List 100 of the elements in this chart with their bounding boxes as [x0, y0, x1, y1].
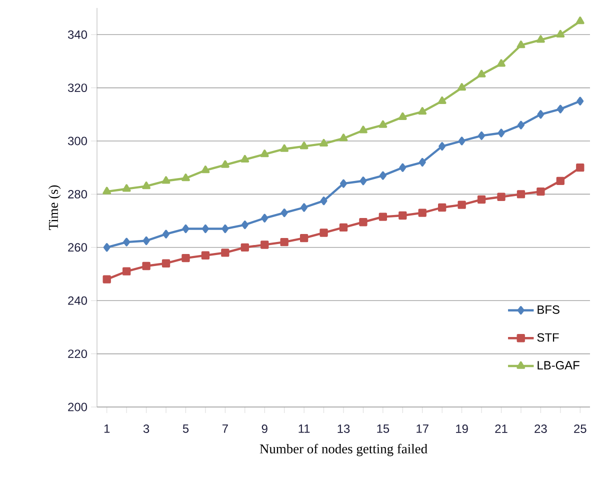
point — [438, 142, 446, 151]
legend-label: LB-GAF — [538, 361, 580, 370]
point — [458, 83, 466, 91]
x-tick-label: 5 — [182, 424, 189, 433]
y-tick-label: 340 — [68, 30, 88, 39]
point — [438, 203, 446, 212]
point — [103, 243, 110, 252]
point — [339, 223, 348, 232]
point — [123, 238, 130, 246]
point — [359, 126, 368, 134]
point — [320, 138, 328, 147]
y-axis-title: Time (s) — [48, 185, 61, 230]
y-tick-label: 240 — [68, 296, 88, 305]
point — [516, 190, 526, 198]
legend-label: BFS — [538, 305, 560, 314]
point — [576, 164, 584, 172]
point — [222, 224, 229, 234]
point — [260, 240, 269, 249]
x-tick-label: 23 — [534, 424, 547, 433]
point — [182, 224, 190, 234]
x-tick-label: 11 — [298, 424, 310, 433]
point — [576, 16, 584, 24]
point — [360, 176, 367, 186]
point — [162, 259, 170, 268]
x-tick-label: 19 — [456, 424, 468, 433]
point — [220, 160, 230, 168]
point — [280, 238, 288, 246]
point — [182, 254, 190, 262]
y-tick-label: 200 — [68, 402, 88, 412]
point — [556, 30, 565, 38]
point — [516, 40, 526, 48]
point — [280, 144, 289, 152]
point — [182, 174, 190, 182]
point — [418, 158, 426, 167]
y-tick-label: 320 — [68, 84, 88, 92]
point — [498, 128, 505, 138]
point — [497, 59, 506, 67]
x-tick-label: 1 — [104, 424, 110, 433]
point — [202, 224, 209, 234]
point — [162, 176, 170, 184]
point — [300, 203, 308, 212]
point — [340, 179, 347, 188]
point — [458, 136, 466, 146]
point — [320, 196, 328, 206]
x-axis-title: Number of nodes getting failed — [260, 444, 428, 456]
point — [102, 186, 112, 194]
point — [241, 220, 248, 230]
x-tick-label: 17 — [416, 424, 428, 433]
point — [122, 267, 131, 276]
point — [221, 248, 230, 257]
point — [438, 96, 446, 104]
x-tick-label: 13 — [338, 424, 350, 433]
point — [497, 192, 506, 201]
point — [378, 120, 388, 128]
point — [102, 275, 111, 284]
point — [458, 200, 466, 209]
legend-label: STF — [537, 333, 559, 342]
point — [418, 208, 426, 217]
point — [201, 166, 210, 174]
point — [339, 134, 348, 142]
point — [536, 35, 545, 43]
point — [478, 131, 486, 140]
point — [142, 182, 150, 190]
point — [142, 236, 150, 246]
x-tick-label: 7 — [222, 424, 228, 433]
point — [518, 120, 524, 130]
point — [536, 187, 545, 196]
point — [122, 184, 131, 192]
point — [477, 195, 486, 204]
point — [142, 262, 150, 270]
y-tick-label: 260 — [68, 243, 88, 252]
point — [379, 171, 386, 180]
point — [359, 218, 368, 226]
point — [261, 214, 268, 222]
point — [300, 142, 308, 150]
point — [556, 104, 564, 114]
point — [477, 70, 486, 78]
y-tick-label: 280 — [68, 190, 88, 198]
point — [300, 234, 308, 242]
point — [240, 154, 250, 163]
point — [240, 243, 249, 252]
y-tick-label: 220 — [68, 350, 88, 358]
point — [576, 96, 584, 106]
point — [418, 107, 427, 115]
x-tick-label: 25 — [574, 424, 586, 433]
point — [280, 208, 288, 218]
x-tick-label: 3 — [143, 424, 150, 433]
point — [320, 228, 328, 237]
point — [398, 112, 407, 120]
y-tick-label: 300 — [68, 136, 88, 146]
point — [537, 110, 544, 119]
point — [378, 212, 388, 221]
point — [201, 251, 210, 260]
x-tick-label: 9 — [262, 424, 268, 433]
point — [556, 176, 565, 185]
point — [398, 211, 407, 220]
x-tick-label: 21 — [495, 424, 508, 433]
point — [162, 230, 170, 238]
point — [260, 150, 269, 158]
point — [399, 163, 406, 172]
